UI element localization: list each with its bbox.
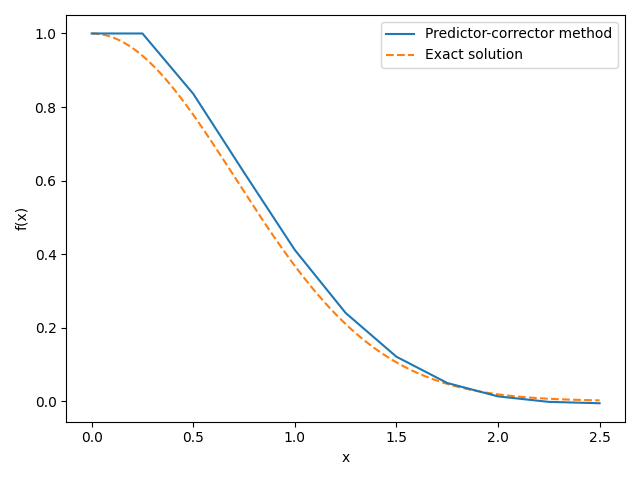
Predictor-corrector method [444,380,451,386]
Exact solution [312,289,319,295]
Predictor-corrector method [342,310,349,316]
Exact solution [293,266,301,272]
Predictor-corrector method [494,394,502,399]
Exact solution [88,31,95,36]
Predictor-corrector method [545,399,553,405]
Predictor-corrector method [139,31,147,36]
Exact solution [596,397,604,403]
Predictor-corrector method [88,31,95,36]
X-axis label: x: x [342,451,350,465]
Predictor-corrector method [291,247,299,253]
Y-axis label: f(x): f(x) [15,206,29,230]
Predictor-corrector method [392,354,400,360]
Exact solution [140,54,147,60]
Predictor-corrector method [189,91,197,96]
Legend: Predictor-corrector method, Exact solution: Predictor-corrector method, Exact soluti… [381,22,618,68]
Exact solution [493,391,500,397]
Exact solution [484,390,492,396]
Line: Exact solution: Exact solution [92,34,600,400]
Predictor-corrector method [240,169,248,175]
Exact solution [436,379,444,384]
Predictor-corrector method [596,400,604,406]
Line: Predictor-corrector method: Predictor-corrector method [92,34,600,403]
